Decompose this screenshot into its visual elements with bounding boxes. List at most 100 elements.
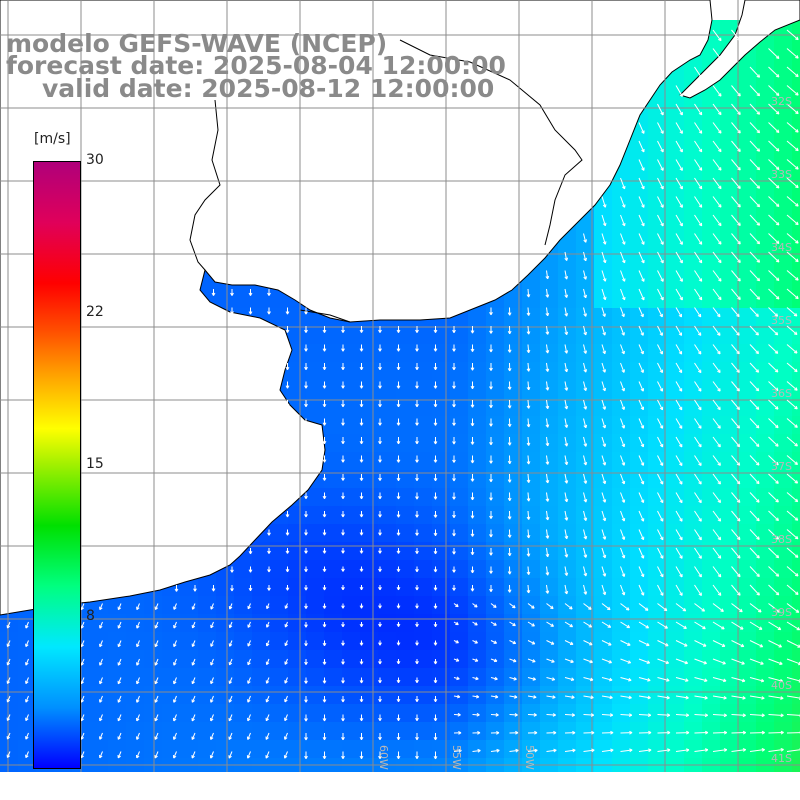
wind-speed-cell — [756, 272, 775, 291]
wind-speed-cell — [720, 686, 739, 705]
wind-speed-cell — [630, 254, 649, 273]
wind-speed-cell — [684, 488, 703, 507]
wind-speed-cell — [666, 740, 685, 759]
wind-speed-cell — [234, 686, 253, 705]
wind-speed-cell — [738, 524, 757, 543]
wind-speed-cell — [702, 470, 721, 489]
wind-arrow — [712, 177, 722, 190]
wind-speed-cell — [378, 452, 397, 471]
wind-speed-cell — [720, 596, 739, 615]
wind-speed-cell — [774, 686, 793, 705]
wind-arrow — [786, 288, 799, 300]
wind-speed-cell — [162, 596, 181, 615]
wind-speed-cell — [90, 722, 109, 741]
wind-speed-cell — [414, 542, 433, 561]
wind-speed-cell — [522, 596, 541, 615]
wind-speed-cell — [738, 722, 757, 741]
wind-speed-cell — [486, 452, 505, 471]
wind-speed-cell — [450, 578, 469, 597]
wind-speed-cell — [576, 722, 595, 741]
wind-speed-cell — [252, 578, 271, 597]
wind-speed-cell — [648, 542, 667, 561]
wind-speed-cell — [756, 146, 775, 165]
wind-speed-cell — [792, 470, 800, 489]
wind-speed-cell — [378, 398, 397, 417]
wind-speed-cell — [234, 560, 253, 579]
wind-speed-cell — [666, 398, 685, 417]
wind-speed-cell — [504, 524, 523, 543]
wind-arrow — [768, 214, 780, 226]
wind-speed-cell — [450, 596, 469, 615]
wind-speed-cell — [108, 686, 127, 705]
wind-speed-cell — [702, 596, 721, 615]
wind-speed-cell — [288, 740, 307, 759]
wind-speed-cell — [504, 650, 523, 669]
wind-speed-cell — [18, 632, 37, 651]
wind-speed-cell — [396, 596, 415, 615]
wind-speed-cell — [720, 506, 739, 525]
wind-speed-cell — [594, 290, 613, 309]
wind-speed-cell — [648, 578, 667, 597]
wind-speed-cell — [666, 614, 685, 633]
wind-arrow — [675, 251, 683, 264]
wind-speed-cell — [522, 650, 541, 669]
wind-arrow — [731, 233, 741, 245]
wind-speed-cell — [540, 344, 559, 363]
wind-speed-cell — [90, 668, 109, 687]
wind-speed-cell — [720, 542, 739, 561]
wind-speed-cell — [522, 506, 541, 525]
wind-speed-cell — [468, 596, 487, 615]
wind-speed-cell — [198, 596, 217, 615]
wind-speed-cell — [486, 704, 505, 723]
wind-speed-cell — [666, 650, 685, 669]
wind-speed-cell — [540, 488, 559, 507]
wind-speed-cell — [288, 380, 307, 399]
wind-speed-cell — [414, 344, 433, 363]
wind-speed-cell — [360, 758, 379, 777]
wind-speed-cell — [144, 614, 163, 633]
wind-arrow — [675, 177, 683, 190]
wind-speed-cell — [144, 740, 163, 759]
wind-speed-cell — [576, 704, 595, 723]
wind-arrow — [638, 270, 645, 282]
wind-speed-cell — [720, 452, 739, 471]
wind-speed-cell — [684, 182, 703, 201]
wind-speed-cell — [234, 668, 253, 687]
wind-speed-cell — [414, 434, 433, 453]
wind-speed-cell — [648, 506, 667, 525]
wind-speed-cell — [198, 704, 217, 723]
wind-speed-cell — [504, 722, 523, 741]
wind-speed-cell — [702, 524, 721, 543]
wind-arrow — [675, 325, 683, 336]
wind-speed-cell — [612, 596, 631, 615]
wind-speed-cell — [684, 650, 703, 669]
wind-speed-cell — [738, 668, 757, 687]
wind-speed-cell — [558, 758, 577, 777]
wind-arrow — [304, 326, 308, 333]
wind-speed-cell — [486, 740, 505, 759]
wind-speed-cell — [522, 668, 541, 687]
wind-speed-cell — [306, 668, 325, 687]
wind-speed-cell — [342, 362, 361, 381]
wind-speed-cell — [288, 524, 307, 543]
wind-speed-cell — [162, 614, 181, 633]
wind-speed-cell — [432, 614, 451, 633]
wind-speed-cell — [144, 650, 163, 669]
wind-speed-cell — [612, 236, 631, 255]
wind-speed-cell — [450, 668, 469, 687]
wind-speed-cell — [576, 758, 595, 777]
wind-speed-cell — [252, 686, 271, 705]
wind-speed-cell — [468, 542, 487, 561]
wind-arrow — [712, 307, 721, 318]
wind-speed-cell — [684, 128, 703, 147]
wind-speed-cell — [684, 308, 703, 327]
wind-speed-cell — [558, 542, 577, 561]
wind-speed-cell — [432, 740, 451, 759]
latitude-label: 41S — [771, 752, 792, 765]
wind-speed-cell — [774, 722, 793, 741]
wind-speed-cell — [270, 686, 289, 705]
wind-arrow — [415, 326, 419, 333]
wind-speed-cell — [630, 398, 649, 417]
wind-speed-cell — [666, 182, 685, 201]
wind-speed-cell — [720, 290, 739, 309]
